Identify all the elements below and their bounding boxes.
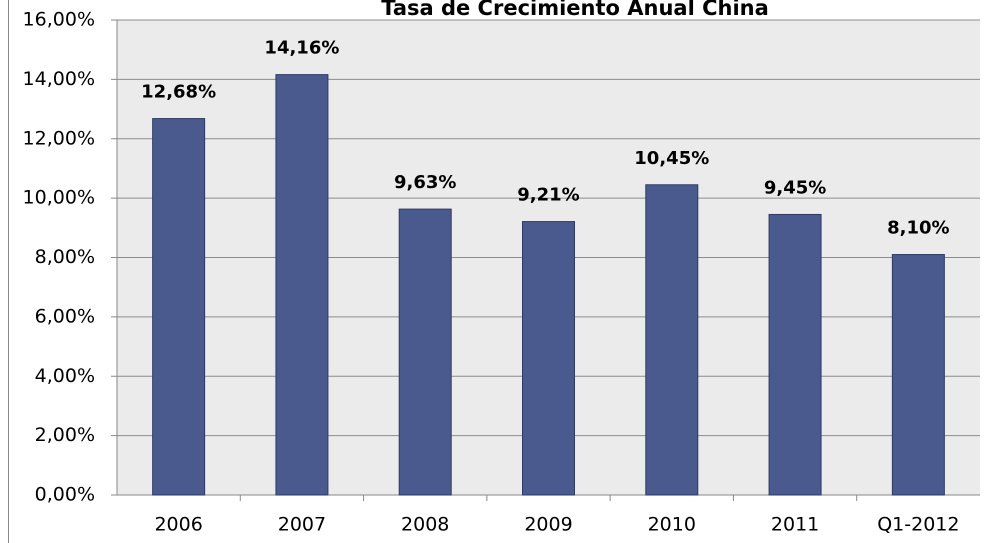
y-tick-label: 0,00% bbox=[35, 484, 95, 506]
x-tick-label: 2011 bbox=[771, 514, 819, 536]
chart-title: Tasa de Crecimiento Anual China bbox=[381, 0, 769, 20]
x-tick-label: 2007 bbox=[278, 514, 326, 536]
x-tick-label: 2006 bbox=[154, 514, 202, 536]
y-tick-label: 10,00% bbox=[23, 187, 95, 209]
value-label: 8,10% bbox=[887, 218, 949, 239]
y-tick-label: 6,00% bbox=[35, 305, 95, 327]
y-tick-label: 16,00% bbox=[23, 9, 95, 31]
y-tick-label: 2,00% bbox=[35, 424, 95, 446]
y-tick-label: 12,00% bbox=[23, 127, 95, 149]
value-label: 12,68% bbox=[141, 82, 216, 103]
value-label: 9,63% bbox=[394, 172, 456, 193]
bar bbox=[152, 118, 206, 496]
y-tick-label: 8,00% bbox=[35, 246, 95, 268]
value-label: 14,16% bbox=[264, 38, 339, 59]
bar bbox=[275, 74, 329, 496]
y-tick-label: 14,00% bbox=[23, 68, 95, 90]
x-tick-label: 2008 bbox=[401, 514, 449, 536]
value-label: 9,21% bbox=[517, 185, 579, 206]
y-tick-label: 4,00% bbox=[35, 365, 95, 387]
bar bbox=[522, 221, 575, 496]
bar bbox=[398, 208, 452, 496]
value-label: 9,45% bbox=[764, 177, 826, 198]
bar bbox=[768, 213, 822, 496]
x-tick-label: Q1-2012 bbox=[877, 514, 959, 536]
x-tick-label: 2010 bbox=[648, 514, 696, 536]
x-tick-label: 2009 bbox=[524, 514, 572, 536]
value-label: 10,45% bbox=[634, 148, 709, 169]
bar bbox=[645, 184, 699, 496]
bar bbox=[891, 254, 945, 496]
